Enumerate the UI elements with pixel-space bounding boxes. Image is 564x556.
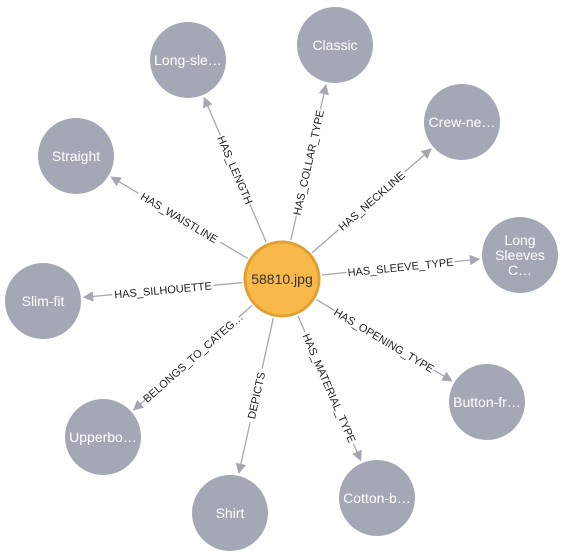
edge-label: HAS_MATERIAL_TYPE	[299, 332, 357, 445]
edge-label: HAS_WAISTLINE	[138, 191, 219, 246]
center-node[interactable]	[243, 240, 321, 318]
graph-node-label: Classic	[312, 37, 357, 53]
graph-node[interactable]	[424, 84, 500, 160]
edge-label-background	[111, 278, 215, 302]
edge-label-background	[298, 329, 360, 447]
edge-label: HAS_OPENING_TYPE	[331, 307, 435, 376]
graph-node[interactable]	[65, 399, 141, 475]
center-node-label: 58810.jpg	[251, 271, 313, 287]
graph-node[interactable]	[192, 475, 268, 551]
graph-node[interactable]	[297, 7, 373, 83]
edge-label-background	[333, 166, 410, 236]
edge-label: HAS_LENGTH	[214, 134, 254, 206]
graph-node-label: Button-fr…	[453, 394, 521, 410]
graph-node-label: Cotton-b…	[343, 490, 411, 506]
graph-node[interactable]	[150, 22, 226, 98]
edge-label: HAS_NECKLINE	[337, 170, 408, 234]
graph-node-label: Upperbo…	[69, 429, 137, 445]
edge-label-background	[135, 187, 224, 249]
edge-label-background	[213, 132, 257, 208]
graph-node[interactable]	[449, 364, 525, 440]
edge-label-background	[289, 108, 328, 217]
graph-node-label: Shirt	[216, 505, 245, 521]
edge-label-background	[243, 367, 269, 424]
edge-label: HAS_COLLAR_TYPE	[292, 109, 327, 217]
edge-label-background	[331, 304, 438, 376]
graph-node[interactable]	[482, 217, 558, 293]
graph-node-label: Crew-ne…	[429, 114, 496, 130]
edge-label: BELONGS_TO_CATEG…	[141, 311, 245, 405]
graph-node[interactable]	[5, 263, 81, 339]
graph-node-label: Long-sle…	[154, 52, 222, 68]
graph-node-label: Slim-fit	[22, 293, 65, 309]
graph-node[interactable]	[339, 460, 415, 536]
edge-label-background	[345, 254, 456, 280]
graph-node[interactable]	[38, 118, 114, 194]
graph-node-label: Long Sleeves C…	[495, 232, 545, 278]
edge-label-background	[142, 312, 244, 404]
graph-node-label: Straight	[52, 148, 100, 164]
